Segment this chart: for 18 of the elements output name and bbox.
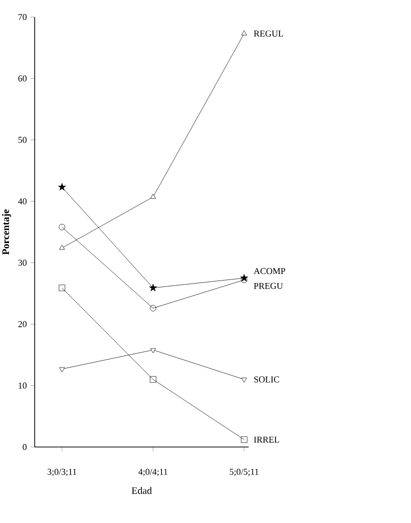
series-label: REGUL [254, 30, 283, 37]
y-tick-label: 10 [18, 382, 27, 389]
y-tick-label: 60 [18, 75, 27, 82]
y-axis-title: Porcentaje [2, 209, 12, 255]
y-tick-label: 0 [22, 444, 27, 450]
series-label: ACOMP [254, 268, 286, 274]
y-tick-label: 20 [18, 321, 27, 328]
y-tick-label: 30 [18, 260, 27, 266]
series-label: SOLIC [254, 376, 280, 382]
x-tick-label: 3;0/3;11 [48, 468, 76, 476]
y-tick-label: 70 [18, 14, 27, 20]
x-axis-title: Edad [132, 486, 152, 494]
y-tick-label: 50 [18, 136, 27, 143]
y-tick-label: 40 [18, 198, 27, 204]
x-tick-label: 4;0/4;11 [138, 468, 168, 476]
x-tick-label: 5;0/5;11 [230, 468, 258, 476]
series-label: PREGU [254, 282, 283, 289]
series-label: IRREL [254, 436, 280, 443]
